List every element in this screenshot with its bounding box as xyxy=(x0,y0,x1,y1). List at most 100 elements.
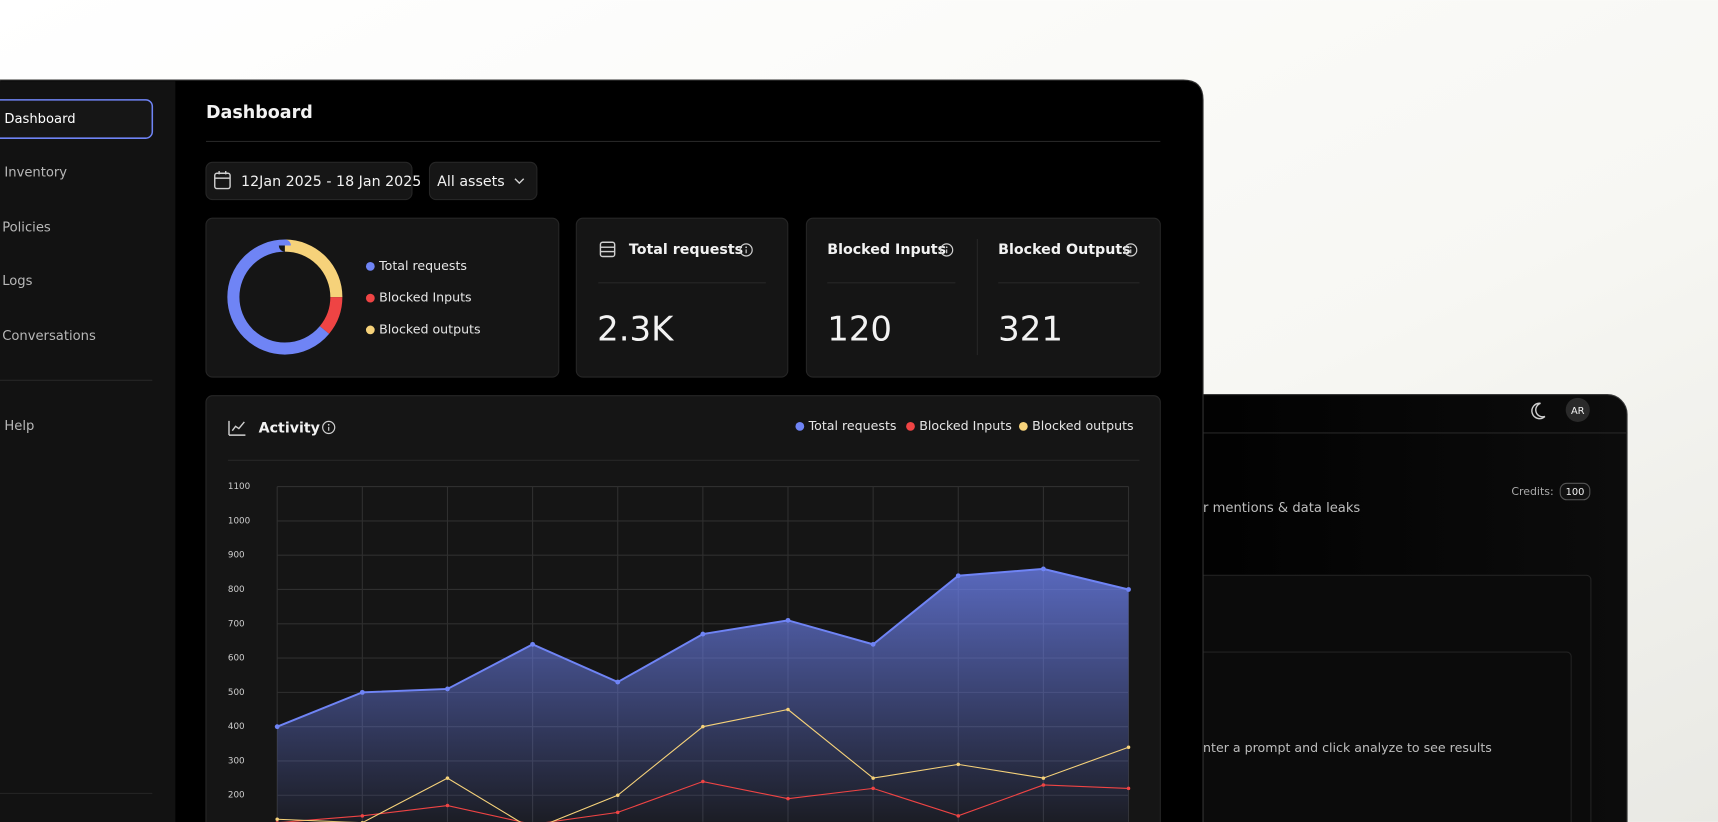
stat-label: Blocked Inputs xyxy=(827,242,946,258)
legend-label: Total requests xyxy=(808,418,897,433)
info-dot xyxy=(945,246,948,249)
point xyxy=(956,814,961,818)
page-title: Dashboard xyxy=(206,103,313,123)
point xyxy=(786,707,790,712)
point xyxy=(701,779,705,784)
subtitle: r mentions & data leaks xyxy=(1203,501,1360,516)
stat-value: 321 xyxy=(998,310,1063,350)
nav-item[interactable]: Logs xyxy=(2,274,32,289)
point xyxy=(871,786,875,791)
point xyxy=(870,641,876,647)
info-ring xyxy=(940,243,954,257)
info-dot xyxy=(327,423,330,426)
y-tick-label: 300 xyxy=(228,756,245,766)
sidebar xyxy=(0,81,176,822)
point xyxy=(1040,566,1046,572)
result-box xyxy=(1160,651,1572,822)
chevron xyxy=(514,178,525,185)
stat-label: Blocked Outputs xyxy=(998,242,1130,258)
secondary-window: AR Credits: 100 r mentions & data leaks … xyxy=(1138,394,1628,822)
list-icon xyxy=(599,241,616,258)
nav-item[interactable]: Policies xyxy=(2,221,51,236)
card xyxy=(575,217,789,378)
nav-help[interactable]: Help xyxy=(4,419,34,434)
chart-title: Activity xyxy=(259,421,321,437)
point xyxy=(956,762,961,767)
point xyxy=(445,776,450,780)
point xyxy=(360,814,365,818)
plot xyxy=(274,486,1131,822)
nav-item[interactable]: Inventory xyxy=(4,166,67,181)
point xyxy=(359,689,365,695)
point xyxy=(786,796,790,801)
info-ring xyxy=(739,243,753,257)
y-axis: 200 300 400 500 600 700 800 900 1000 1100 xyxy=(228,482,250,801)
point xyxy=(871,776,875,780)
legend-label: Total requests xyxy=(378,258,467,273)
info-ring xyxy=(1124,243,1138,257)
card xyxy=(805,217,1161,378)
point xyxy=(1126,587,1131,592)
asset-label: All assets xyxy=(437,174,504,190)
legend: Total requests Blocked Inputs Blocked outp… xyxy=(795,418,1134,433)
point xyxy=(1126,786,1131,791)
point xyxy=(274,724,280,730)
nav-active[interactable] xyxy=(0,99,154,139)
credits-value: 100 xyxy=(1566,487,1585,498)
avatar-initials: AR xyxy=(1571,406,1585,417)
legend-dot xyxy=(365,325,375,335)
legend-label: Blocked Inputs xyxy=(919,418,1012,433)
chart-icon xyxy=(228,420,246,436)
y-tick-label: 600 xyxy=(228,654,245,664)
avatar[interactable] xyxy=(1565,397,1590,422)
point xyxy=(275,817,279,822)
point xyxy=(701,724,705,729)
date-picker[interactable] xyxy=(205,161,413,201)
y-tick-label: 1000 xyxy=(228,516,250,526)
info-dot xyxy=(745,246,748,249)
legend-dot xyxy=(906,421,915,431)
card xyxy=(205,217,560,378)
point xyxy=(1126,745,1131,749)
y-tick-label: 700 xyxy=(228,619,245,629)
credits-label: Credits: xyxy=(1511,485,1553,498)
info-icon xyxy=(322,420,336,435)
date-range: 12Jan 2025 - 18 Jan 2025 xyxy=(241,174,421,190)
y-tick-label: 900 xyxy=(228,551,245,561)
point xyxy=(700,631,706,637)
donut-legend: Total requests Blocked Inputs Blocked outp… xyxy=(365,258,481,336)
y-tick-label: 500 xyxy=(228,688,245,698)
point xyxy=(615,810,620,815)
legend-dot xyxy=(1018,421,1028,431)
y-tick-label: 1100 xyxy=(228,482,250,492)
y-tick-label: 400 xyxy=(228,722,245,732)
stat-value: 120 xyxy=(827,310,892,350)
point xyxy=(615,793,620,798)
credits-badge xyxy=(1559,482,1591,501)
y-tick-label: 200 xyxy=(228,791,245,801)
info-icon[interactable] xyxy=(739,243,753,257)
info-ring xyxy=(322,420,336,435)
nav-item[interactable]: Conversations xyxy=(2,329,96,344)
info-icon xyxy=(1124,243,1138,257)
placeholder: nter a prompt and click analyze to see r… xyxy=(1203,740,1492,755)
nav-item[interactable]: Dashboard xyxy=(4,112,75,127)
point xyxy=(1041,776,1046,780)
point xyxy=(445,686,450,692)
area xyxy=(277,568,1129,822)
point xyxy=(1041,783,1046,787)
donut xyxy=(227,239,343,355)
legend-dot xyxy=(365,261,375,271)
asset-select[interactable] xyxy=(428,161,538,201)
point xyxy=(615,679,621,685)
point xyxy=(955,573,961,579)
y-tick-label: 800 xyxy=(228,585,245,595)
legend-label: Blocked outputs xyxy=(379,321,480,336)
point xyxy=(445,803,450,808)
legend-label: Blocked outputs xyxy=(1032,418,1133,433)
calendar-icon xyxy=(214,171,231,190)
theme-toggle[interactable] xyxy=(1531,402,1546,420)
info-dot xyxy=(1129,246,1132,249)
